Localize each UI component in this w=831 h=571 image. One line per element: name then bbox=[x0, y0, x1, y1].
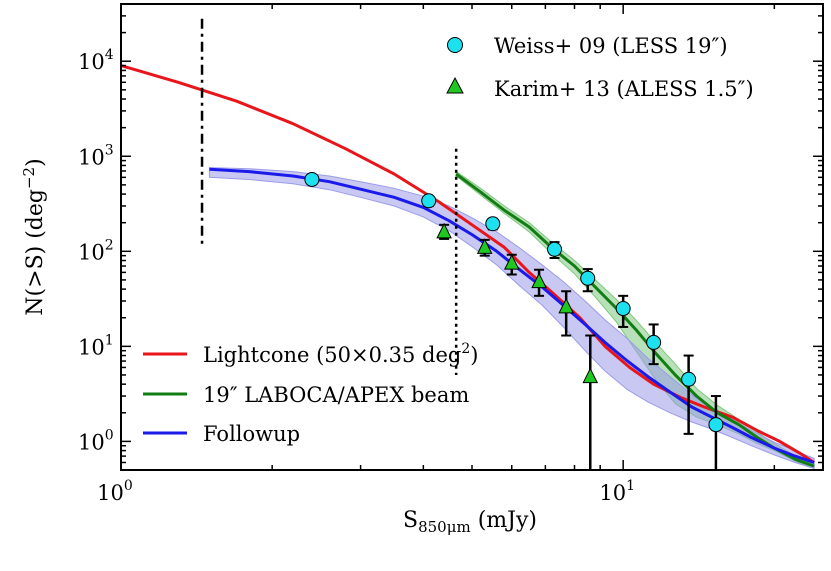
x-axis-label-sub: 850μm bbox=[418, 518, 471, 536]
x-tick-label-base: 10 bbox=[97, 481, 124, 505]
y-axis-label-close: ) bbox=[23, 158, 48, 167]
data-point-weiss-09-less-19 bbox=[615, 301, 631, 317]
data-point-weiss-09-less-19 bbox=[421, 193, 437, 209]
legend-lightcone-sup: 2 bbox=[461, 341, 470, 357]
legend-laboca-label: 19″ LABOCA/APEX beam bbox=[203, 383, 469, 407]
y-axis-label-main: N(>S) (deg bbox=[23, 189, 48, 316]
y-tick-label-base: 10 bbox=[78, 335, 105, 359]
x-tick-label-exp: 1 bbox=[626, 478, 635, 494]
data-point-karim-13-aless-1-5 bbox=[476, 238, 493, 254]
y-axis-label: N(>S) (deg−2) bbox=[20, 158, 48, 315]
y-tick-label-base: 10 bbox=[78, 240, 105, 264]
y-tick-label-exp: 4 bbox=[105, 47, 114, 63]
y-tick-label: 101 bbox=[78, 332, 114, 359]
y-axis-label-sup: −2 bbox=[20, 167, 38, 189]
band-19-laboca-apex-beam bbox=[455, 170, 815, 470]
data-point-weiss-09-less-19 bbox=[681, 371, 697, 387]
legend-weiss-label: Weiss+ 09 (LESS 19″) bbox=[494, 34, 728, 58]
x-axis-label-unit: (mJy) bbox=[471, 508, 537, 533]
y-tick-label-base: 10 bbox=[78, 145, 105, 169]
data-point-weiss-09-less-19 bbox=[580, 270, 596, 286]
data-point-karim-13-aless-1-5 bbox=[582, 367, 599, 384]
legend-upper: Weiss+ 09 (LESS 19″) Karim+ 13 (ALESS 1.… bbox=[446, 34, 754, 101]
x-tick-label-exp: 0 bbox=[124, 478, 133, 494]
y-tick-label: 103 bbox=[78, 142, 114, 169]
data-point-karim-13-aless-1-5 bbox=[531, 272, 547, 289]
y-tick-label-base: 10 bbox=[78, 50, 105, 74]
data-point-weiss-09-less-19 bbox=[485, 216, 501, 232]
data-point-weiss-09-less-19 bbox=[708, 417, 724, 433]
legend-lightcone-label: Lightcone (50×0.35 deg2) bbox=[203, 341, 478, 367]
x-axis-label-base: S bbox=[403, 508, 418, 533]
x-tick-label: 101 bbox=[599, 478, 635, 505]
legend-karim-marker bbox=[446, 76, 464, 94]
data-point-weiss-09-less-19 bbox=[304, 171, 320, 187]
legend-lightcone-text: Lightcone (50×0.35 deg bbox=[203, 343, 461, 367]
data-point-karim-13-aless-1-5 bbox=[558, 297, 574, 314]
data-point-karim-13-aless-1-5 bbox=[436, 222, 452, 239]
legend-weiss-marker bbox=[447, 37, 463, 53]
x-tick-label: 100 bbox=[97, 478, 133, 505]
data-point-weiss-09-less-19 bbox=[547, 241, 563, 257]
y-tick-label-exp: 3 bbox=[105, 142, 114, 158]
legend-followup-label: Followup bbox=[203, 422, 300, 446]
legend-lightcone-close: ) bbox=[470, 343, 478, 367]
y-tick-label: 100 bbox=[78, 427, 114, 454]
series-line-19-laboca-apex-beam bbox=[455, 172, 815, 468]
y-tick-label-base: 10 bbox=[78, 430, 105, 454]
y-tick-label-exp: 1 bbox=[105, 332, 114, 348]
y-tick-label-exp: 0 bbox=[105, 427, 114, 443]
legend-lower: Lightcone (50×0.35 deg2) 19″ LABOCA/APEX… bbox=[143, 341, 478, 446]
x-axis-label: S850μm (mJy) bbox=[403, 508, 537, 536]
data-point-weiss-09-less-19 bbox=[646, 334, 662, 350]
data-point-karim-13-aless-1-5 bbox=[503, 254, 520, 270]
y-tick-label-exp: 2 bbox=[105, 237, 114, 253]
y-tick-label: 104 bbox=[78, 47, 114, 74]
y-tick-label: 102 bbox=[78, 237, 114, 264]
band-followup bbox=[208, 167, 815, 470]
legend-karim-label: Karim+ 13 (ALESS 1.5″) bbox=[494, 77, 754, 101]
x-tick-label-base: 10 bbox=[599, 481, 626, 505]
